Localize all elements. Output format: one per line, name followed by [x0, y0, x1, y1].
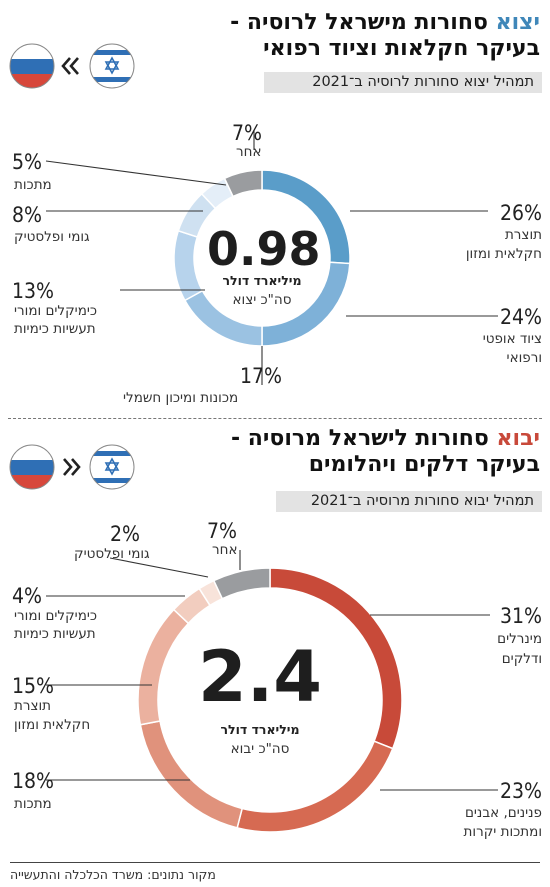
- export-lbl-optic-1: ציוד אופטי: [482, 331, 542, 347]
- import-title-rest: סחורות לישראל מרוסיה -: [231, 426, 497, 451]
- export-lbl-agri-1: תוצרת: [504, 227, 542, 243]
- israel-flag-icon: [89, 444, 135, 490]
- import-lbl-gems-1: פנינים, אבנים: [464, 805, 542, 821]
- import-lbl-other: אחר: [212, 542, 238, 558]
- export-lbl-agri-2: חקלאית ומזון: [465, 246, 542, 262]
- export-lbl-metals: מתכות: [14, 177, 52, 193]
- import-lbl-rubber: גומי ופלסטיק: [74, 546, 150, 562]
- import-title-line2: בעיקר דלקים ויהלומים: [308, 452, 540, 477]
- import-lbl-minerals-2: ודלקים: [501, 651, 542, 667]
- export-pct-metals: 5%: [12, 150, 42, 174]
- import-slice-3: [137, 608, 190, 726]
- export-title-line2: בעיקר חקלאות וציוד רפואי: [263, 36, 540, 61]
- export-lbl-machines: מכונות ומיכון חשמלי: [123, 390, 239, 406]
- export-subtitle: תמהיל יצוא סחורות לרוסיה ב־2021: [264, 72, 542, 93]
- import-total-unit: מיליארד דולר: [220, 722, 300, 737]
- export-pct-agri: 26%: [500, 201, 542, 225]
- export-total: 0.98: [207, 222, 321, 276]
- export-title-accent: יצוא: [495, 10, 540, 35]
- import-pct-chem: 4%: [12, 584, 42, 608]
- import-title: יבוא סחורות לישראל מרוסיה - בעיקר דלקים …: [100, 426, 540, 478]
- import-slice-6: [212, 567, 271, 600]
- import-donut: [137, 567, 403, 833]
- import-pct-metals: 18%: [12, 769, 54, 793]
- export-title: יצוא סחורות מישראל לרוסיה - בעיקר חקלאות…: [100, 10, 540, 62]
- import-pct-other: 7%: [207, 519, 237, 543]
- export-pct-machines: 17%: [240, 364, 282, 388]
- export-pct-rubber: 8%: [12, 203, 42, 227]
- russia-flag-icon: [9, 444, 55, 490]
- import-total: 2.4: [197, 636, 322, 718]
- export-pct-chem: 13%: [12, 279, 54, 303]
- export-lbl-optic-2: ורפואי: [506, 350, 542, 366]
- import-pct-minerals: 31%: [500, 604, 542, 628]
- import-lbl-minerals-1: מינרלים: [497, 631, 542, 647]
- export-lbl-chem-1: כימיקלים ומורי: [14, 303, 98, 319]
- import-total-sub: סה"כ יבוא: [230, 741, 290, 757]
- import-slice-2: [139, 720, 244, 829]
- import-lbl-agri-1: תוצרת: [14, 698, 52, 714]
- import-pct-agri: 15%: [12, 674, 54, 698]
- export-lbl-chem-2: תעשיות כימיות: [14, 321, 96, 337]
- source-note: מקור נתונים: משרד הכלכלה והתעשייה: [10, 862, 540, 882]
- export-pct-optic: 24%: [500, 305, 542, 329]
- leader-lines: [45, 130, 498, 791]
- russia-flag-icon: [9, 43, 55, 89]
- import-pct-gems: 23%: [500, 779, 542, 803]
- export-total-unit: מיליארד דולר: [222, 273, 302, 288]
- export-slice-6: [223, 169, 263, 198]
- export-pct-other: 7%: [232, 121, 262, 145]
- import-subtitle: תמהיל יבוא סחורות מרוסיה ב־2021: [276, 491, 542, 512]
- import-lbl-chem-2: תעשיות כימיות: [14, 626, 96, 642]
- export-donut: [173, 169, 351, 347]
- import-lbl-metals: מתכות: [14, 796, 52, 812]
- import-lbl-chem-1: כימיקלים ומורי: [14, 608, 98, 624]
- export-total-sub: סה"כ יצוא: [232, 292, 292, 308]
- import-lbl-gems-2: ומתכות יקרות: [463, 824, 542, 840]
- import-lbl-agri-2: חקלאית ומזון: [14, 717, 91, 733]
- export-lbl-rubber: גומי ופלסטיק: [14, 229, 90, 245]
- export-title-rest: סחורות מישראל לרוסיה -: [230, 10, 496, 35]
- double-chevron-left-icon: [61, 57, 79, 75]
- export-lbl-other: אחר: [236, 144, 262, 160]
- import-pct-rubber: 2%: [110, 522, 140, 546]
- israel-flag-icon: [89, 43, 135, 89]
- double-chevron-right-icon: [63, 458, 81, 476]
- import-title-accent: יבוא: [496, 426, 540, 451]
- section-divider: [8, 418, 542, 419]
